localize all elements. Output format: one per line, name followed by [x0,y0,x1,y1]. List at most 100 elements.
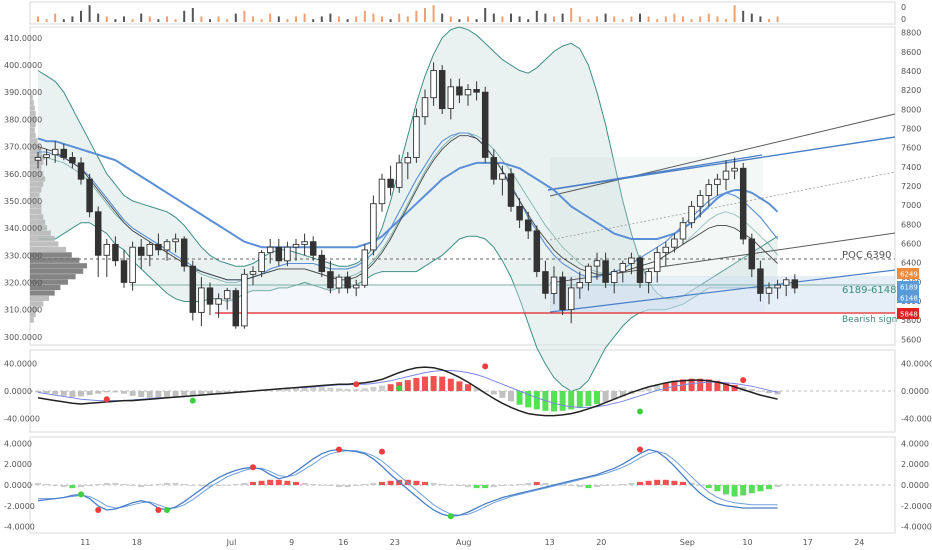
volume-profile-row [30,159,44,166]
osc-hist-bar [705,485,712,489]
macd-hist-bar [456,381,463,391]
price-badge-6189-text: 6189 [900,284,918,292]
volume-panel [29,1,896,25]
volume-bar [260,19,263,22]
macd-hist-bar [439,376,446,391]
price-tick-right: 6400 [901,259,921,268]
osc-hist-bar [585,485,592,489]
osc-tick-left: -2.0000 [4,502,35,511]
osc-hist-bar [207,485,213,488]
osc-hist-bar [327,485,334,486]
macd-hist-bar [559,391,566,411]
candle-up [645,271,652,283]
volume-bar [363,10,366,22]
macd-hist-bar [654,385,661,391]
candle-up [404,157,412,164]
macd-hist-bar [52,391,59,395]
candle-down [232,290,240,327]
price-panel [29,26,896,346]
macd-hist-bar [662,382,669,391]
volume-profile-row [30,121,36,127]
price-tick-right: 7400 [901,163,921,172]
macd-hist-bar [361,388,368,391]
volume-bar [570,8,573,22]
volume-bar [639,13,641,22]
macd-hist-bar [473,387,480,391]
volume-bar [725,19,727,22]
volume-bar [415,10,418,22]
osc-hist-bar [361,484,368,485]
volume-profile-row [30,165,42,171]
volume-bar [62,19,65,22]
channel-upper [549,113,896,197]
volume-profile-row [30,111,36,117]
volume-profile-row [30,192,40,198]
macd-hist-bar [181,391,188,397]
candle-down [739,167,747,240]
macd-buy-dot [396,385,403,392]
macd-hist-bar [404,380,411,391]
osc-hist-bar [465,485,471,488]
bollinger-lower [38,222,778,392]
price-tick-left: 330.0000 [4,251,42,260]
price-tick-right: 7600 [901,144,921,153]
macd-hist-bar [353,388,360,391]
osc-hist-bar [602,485,609,486]
osc-hist-bar [559,485,566,486]
volume-bar [234,13,237,22]
candle-down [481,91,489,158]
macd-sell-dot [353,381,360,388]
candle-up [688,205,695,224]
osc-hist-bar [215,485,222,486]
candle-down [602,260,609,283]
macd-hist-bar [155,391,162,399]
macd-hist-bar [482,391,489,392]
volume-bar [80,10,82,22]
candle-down [516,205,523,221]
price-tick-left: 370.0000 [4,143,42,152]
volume-profile-row [30,252,72,258]
osc-hist-bar [60,485,67,488]
volume-bar [37,16,39,22]
candle-down [275,246,283,262]
volume-bar [45,19,48,22]
macd-hist-bar [516,391,523,405]
candle-up [774,284,781,289]
macd-series [30,363,895,417]
macd-hist-bar [172,391,179,398]
osc-hist-bar [95,484,102,485]
osc-hist-bar [637,481,643,485]
candle-up [782,279,790,286]
macd-hist-bar [336,388,342,391]
range-label: 6189-6148 [842,285,897,296]
osc-hist-bar [86,485,93,486]
osc-hist-bar [490,485,497,488]
volume-bar [88,5,91,22]
candle-up [430,70,437,99]
price-badge-5848: 5848 [897,308,919,319]
price-badge-6249: 6249 [897,268,919,279]
volume-bar [621,19,624,22]
osc-hist-bar [611,485,618,486]
candle-down [748,238,756,270]
osc-hist-bar [35,482,41,485]
candle-up [301,241,308,245]
volume-bar [277,16,280,22]
osc-hist-bar [258,480,265,485]
volume-bar [578,16,581,22]
volume-bar [209,19,211,22]
macd-hist-bar [525,391,532,408]
macd-hist-bar [301,386,308,391]
ma-blue-thick [37,137,779,249]
osc-hist-bar [353,485,360,486]
macd-hist-bar [112,391,119,393]
volume-profile-row [30,274,76,280]
candle-down [327,271,334,289]
volume-profile-row [30,219,46,225]
macd-hist-bar [275,388,282,391]
osc-hist-bar [619,484,626,485]
candle-up [215,298,222,305]
volume-bar [750,13,753,22]
bearish-label: Bearish sign [842,315,897,325]
